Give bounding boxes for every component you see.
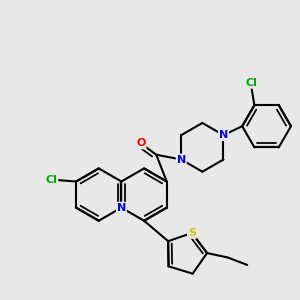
Text: Cl: Cl [245, 78, 257, 88]
Text: O: O [136, 139, 146, 148]
Text: N: N [117, 203, 126, 213]
Text: S: S [188, 228, 196, 238]
Text: N: N [219, 130, 228, 140]
Text: N: N [177, 154, 186, 164]
Text: Cl: Cl [46, 175, 57, 185]
